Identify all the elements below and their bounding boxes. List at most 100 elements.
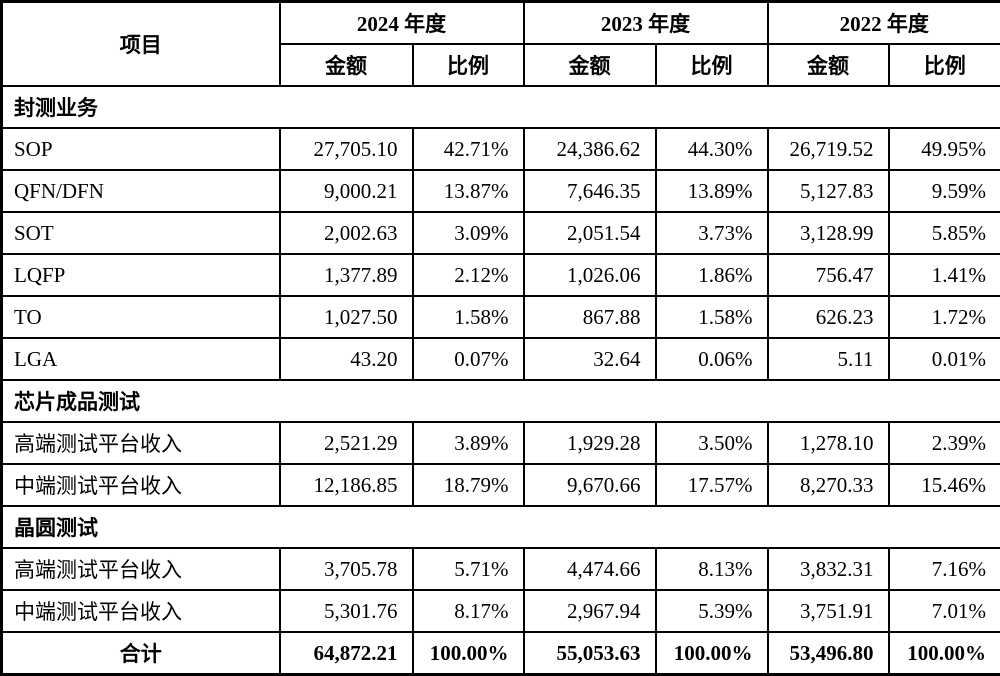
amount-cell-2023: 1,026.06 bbox=[524, 254, 656, 296]
amount-cell-2023: 24,386.62 bbox=[524, 128, 656, 170]
amount-cell-2024: 9,000.21 bbox=[280, 170, 413, 212]
section-label: 芯片成品测试 bbox=[2, 380, 1000, 422]
amount-cell-2023: 1,929.28 bbox=[524, 422, 656, 464]
ratio-cell-2022: 0.01% bbox=[889, 338, 1000, 380]
row-label: SOP bbox=[2, 128, 280, 170]
ratio-cell-2022: 9.59% bbox=[889, 170, 1000, 212]
amount-cell-2024: 43.20 bbox=[280, 338, 413, 380]
section-row-chip-final-test: 芯片成品测试 bbox=[2, 380, 1000, 422]
amount-cell-2023: 32.64 bbox=[524, 338, 656, 380]
ratio-cell-2024: 1.58% bbox=[413, 296, 524, 338]
amount-cell-2022: 26,719.52 bbox=[768, 128, 889, 170]
amount-cell-2023: 4,474.66 bbox=[524, 548, 656, 590]
total-label: 合计 bbox=[2, 632, 280, 675]
section-row-packaging-testing: 封测业务 bbox=[2, 86, 1000, 128]
amount-cell-2023: 2,051.54 bbox=[524, 212, 656, 254]
table-row-lqfp: LQFP 1,377.89 2.12% 1,026.06 1.86% 756.4… bbox=[2, 254, 1000, 296]
amount-cell-2022: 5.11 bbox=[768, 338, 889, 380]
row-label: TO bbox=[2, 296, 280, 338]
amount-cell-2023: 9,670.66 bbox=[524, 464, 656, 506]
ratio-cell-2023: 44.30% bbox=[656, 128, 768, 170]
table-row-lga: LGA 43.20 0.07% 32.64 0.06% 5.11 0.01% bbox=[2, 338, 1000, 380]
amount-cell-2024: 12,186.85 bbox=[280, 464, 413, 506]
ratio-cell-2023: 0.06% bbox=[656, 338, 768, 380]
ratio-cell-2024: 18.79% bbox=[413, 464, 524, 506]
ratio-header-2022: 比例 bbox=[889, 44, 1000, 86]
amount-cell-2022: 8,270.33 bbox=[768, 464, 889, 506]
ratio-cell-2023: 1.58% bbox=[656, 296, 768, 338]
table-row-qfn-dfn: QFN/DFN 9,000.21 13.87% 7,646.35 13.89% … bbox=[2, 170, 1000, 212]
section-row-wafer-test: 晶圆测试 bbox=[2, 506, 1000, 548]
total-ratio-2024: 100.00% bbox=[413, 632, 524, 675]
amount-cell-2022: 756.47 bbox=[768, 254, 889, 296]
item-column-header: 项目 bbox=[2, 2, 280, 87]
table-row-highend-platform-wafer: 高端测试平台收入 3,705.78 5.71% 4,474.66 8.13% 3… bbox=[2, 548, 1000, 590]
ratio-cell-2023: 5.39% bbox=[656, 590, 768, 632]
row-label: 高端测试平台收入 bbox=[2, 548, 280, 590]
ratio-cell-2023: 8.13% bbox=[656, 548, 768, 590]
row-label: 高端测试平台收入 bbox=[2, 422, 280, 464]
table-row-to: TO 1,027.50 1.58% 867.88 1.58% 626.23 1.… bbox=[2, 296, 1000, 338]
total-ratio-2022: 100.00% bbox=[889, 632, 1000, 675]
row-label: SOT bbox=[2, 212, 280, 254]
row-label: LQFP bbox=[2, 254, 280, 296]
ratio-cell-2022: 7.16% bbox=[889, 548, 1000, 590]
amount-cell-2024: 27,705.10 bbox=[280, 128, 413, 170]
ratio-cell-2023: 3.50% bbox=[656, 422, 768, 464]
total-row: 合计 64,872.21 100.00% 55,053.63 100.00% 5… bbox=[2, 632, 1000, 675]
amount-cell-2022: 5,127.83 bbox=[768, 170, 889, 212]
row-label: 中端测试平台收入 bbox=[2, 590, 280, 632]
amount-cell-2024: 2,521.29 bbox=[280, 422, 413, 464]
total-amount-2022: 53,496.80 bbox=[768, 632, 889, 675]
amount-cell-2023: 2,967.94 bbox=[524, 590, 656, 632]
total-amount-2023: 55,053.63 bbox=[524, 632, 656, 675]
ratio-cell-2024: 8.17% bbox=[413, 590, 524, 632]
ratio-cell-2022: 1.41% bbox=[889, 254, 1000, 296]
ratio-cell-2022: 2.39% bbox=[889, 422, 1000, 464]
ratio-cell-2023: 1.86% bbox=[656, 254, 768, 296]
ratio-cell-2023: 17.57% bbox=[656, 464, 768, 506]
amount-header-2022: 金额 bbox=[768, 44, 889, 86]
ratio-cell-2022: 5.85% bbox=[889, 212, 1000, 254]
ratio-cell-2024: 13.87% bbox=[413, 170, 524, 212]
amount-cell-2022: 3,751.91 bbox=[768, 590, 889, 632]
ratio-header-2024: 比例 bbox=[413, 44, 524, 86]
table-row-highend-platform-chip: 高端测试平台收入 2,521.29 3.89% 1,929.28 3.50% 1… bbox=[2, 422, 1000, 464]
ratio-cell-2024: 0.07% bbox=[413, 338, 524, 380]
amount-cell-2024: 1,377.89 bbox=[280, 254, 413, 296]
amount-cell-2024: 1,027.50 bbox=[280, 296, 413, 338]
total-amount-2024: 64,872.21 bbox=[280, 632, 413, 675]
ratio-cell-2023: 3.73% bbox=[656, 212, 768, 254]
ratio-cell-2024: 5.71% bbox=[413, 548, 524, 590]
ratio-cell-2022: 1.72% bbox=[889, 296, 1000, 338]
section-label: 封测业务 bbox=[2, 86, 1000, 128]
total-ratio-2023: 100.00% bbox=[656, 632, 768, 675]
row-label: LGA bbox=[2, 338, 280, 380]
ratio-header-2023: 比例 bbox=[656, 44, 768, 86]
amount-cell-2024: 2,002.63 bbox=[280, 212, 413, 254]
amount-cell-2022: 3,128.99 bbox=[768, 212, 889, 254]
row-label: QFN/DFN bbox=[2, 170, 280, 212]
ratio-cell-2024: 2.12% bbox=[413, 254, 524, 296]
ratio-cell-2024: 3.09% bbox=[413, 212, 524, 254]
amount-cell-2024: 5,301.76 bbox=[280, 590, 413, 632]
table-row-midend-platform-chip: 中端测试平台收入 12,186.85 18.79% 9,670.66 17.57… bbox=[2, 464, 1000, 506]
amount-cell-2023: 7,646.35 bbox=[524, 170, 656, 212]
table-row-midend-platform-wafer: 中端测试平台收入 5,301.76 8.17% 2,967.94 5.39% 3… bbox=[2, 590, 1000, 632]
amount-header-2024: 金额 bbox=[280, 44, 413, 86]
document-page: 项目 2024 年度 2023 年度 2022 年度 金额 比例 金额 比例 金… bbox=[0, 0, 1000, 661]
amount-cell-2022: 1,278.10 bbox=[768, 422, 889, 464]
header-row-years: 项目 2024 年度 2023 年度 2022 年度 bbox=[2, 2, 1000, 45]
year-header-2022: 2022 年度 bbox=[768, 2, 1000, 45]
section-label: 晶圆测试 bbox=[2, 506, 1000, 548]
amount-cell-2023: 867.88 bbox=[524, 296, 656, 338]
table-row-sop: SOP 27,705.10 42.71% 24,386.62 44.30% 26… bbox=[2, 128, 1000, 170]
table-row-sot: SOT 2,002.63 3.09% 2,051.54 3.73% 3,128.… bbox=[2, 212, 1000, 254]
year-header-2023: 2023 年度 bbox=[524, 2, 768, 45]
ratio-cell-2024: 3.89% bbox=[413, 422, 524, 464]
ratio-cell-2022: 15.46% bbox=[889, 464, 1000, 506]
amount-cell-2022: 3,832.31 bbox=[768, 548, 889, 590]
amount-cell-2022: 626.23 bbox=[768, 296, 889, 338]
ratio-cell-2023: 13.89% bbox=[656, 170, 768, 212]
